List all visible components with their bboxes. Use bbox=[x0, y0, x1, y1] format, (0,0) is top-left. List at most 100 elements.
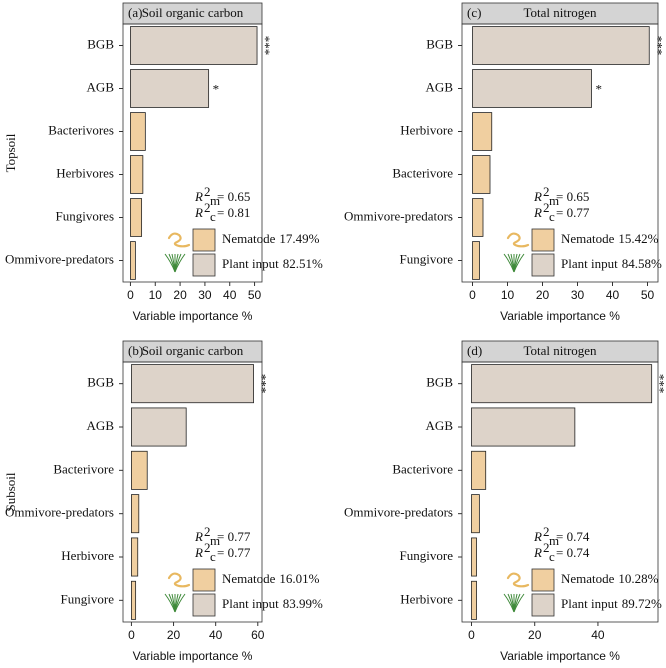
x-tick-label: 40 bbox=[209, 628, 223, 642]
r2-symbol: R bbox=[533, 529, 542, 544]
legend-share: 17.49% bbox=[279, 231, 319, 246]
bar bbox=[131, 407, 187, 447]
bar bbox=[472, 26, 650, 65]
r2-symbol: R bbox=[533, 189, 542, 204]
x-axis-title: Variable importance % bbox=[133, 309, 253, 323]
legend-swatch bbox=[192, 593, 216, 617]
legend-share: 16.01% bbox=[279, 571, 319, 586]
r2-value: = 0.74 bbox=[556, 529, 590, 544]
r2-symbol: R bbox=[194, 189, 203, 204]
bar bbox=[471, 364, 653, 404]
x-tick-label: 20 bbox=[528, 628, 542, 642]
legend-swatch bbox=[531, 568, 555, 592]
grass-icon bbox=[513, 253, 525, 273]
r2-sup: 2 bbox=[543, 200, 550, 215]
x-tick-label: 20 bbox=[173, 288, 187, 302]
r2-sub: m bbox=[549, 533, 559, 548]
plot-frame bbox=[461, 23, 659, 283]
category-label: Fungivores bbox=[56, 208, 115, 223]
legend-name: Plant input bbox=[222, 256, 279, 271]
r2-sub: c bbox=[210, 209, 216, 224]
legend-swatch bbox=[192, 253, 216, 277]
bar bbox=[130, 26, 258, 65]
significance: *** bbox=[255, 374, 270, 394]
legend-name: Nematode bbox=[222, 231, 276, 246]
bar bbox=[472, 112, 493, 151]
category-label: Ommivore-predators bbox=[344, 505, 453, 520]
r2-sup: 2 bbox=[543, 540, 550, 555]
category-label: BGB bbox=[426, 36, 453, 51]
significance: * bbox=[213, 81, 220, 96]
r2-value: = 0.65 bbox=[217, 189, 250, 204]
legend-name: Nematode bbox=[222, 571, 276, 586]
category-label: Herbivore bbox=[400, 122, 453, 137]
r2-sup: 2 bbox=[543, 524, 550, 539]
r2-sub: c bbox=[549, 209, 555, 224]
category-label: Herbivore bbox=[400, 591, 453, 606]
legend-swatch bbox=[531, 593, 555, 617]
row-label: Topsoil bbox=[3, 133, 18, 172]
panel-letter: (d) bbox=[467, 343, 482, 358]
category-label: Fungivore bbox=[400, 548, 454, 563]
category-label: Bacterivore bbox=[53, 461, 114, 476]
x-tick-label: 30 bbox=[198, 288, 212, 302]
bar bbox=[130, 69, 210, 108]
legend-swatch bbox=[192, 568, 216, 592]
bar bbox=[131, 580, 137, 620]
x-tick-label: 50 bbox=[641, 288, 655, 302]
r2-sub: m bbox=[210, 533, 220, 548]
r2-symbol: R bbox=[533, 205, 542, 220]
panel-title: Total nitrogen bbox=[523, 343, 597, 358]
x-tick-label: 10 bbox=[149, 288, 163, 302]
x-tick-label: 60 bbox=[251, 628, 265, 642]
bar bbox=[471, 580, 477, 620]
x-tick-label: 20 bbox=[167, 628, 181, 642]
r2-sup: 2 bbox=[204, 184, 211, 199]
nematode-icon bbox=[506, 572, 530, 588]
x-tick-label: 30 bbox=[571, 288, 585, 302]
r2-sub: m bbox=[549, 193, 559, 208]
nematode-icon bbox=[506, 232, 530, 248]
bar bbox=[471, 494, 480, 534]
category-label: Fungivore bbox=[61, 591, 115, 606]
x-tick-label: 0 bbox=[468, 628, 475, 642]
significance: *** bbox=[258, 36, 273, 56]
bar bbox=[131, 537, 139, 577]
bar bbox=[131, 450, 148, 490]
x-axis-title: Variable importance % bbox=[500, 309, 620, 323]
x-tick-label: 20 bbox=[536, 288, 550, 302]
legend-share: 10.28% bbox=[618, 571, 658, 586]
r2-sup: 2 bbox=[204, 540, 211, 555]
x-axis-title: Variable importance % bbox=[133, 649, 253, 663]
r2-value: = 0.81 bbox=[217, 205, 250, 220]
legend-share: 82.51% bbox=[283, 256, 323, 271]
category-label: AGB bbox=[87, 79, 115, 94]
legend-share: 83.99% bbox=[283, 596, 323, 611]
legend-name: Nematode bbox=[561, 231, 615, 246]
category-label: Herbivore bbox=[61, 548, 114, 563]
significance: *** bbox=[653, 374, 666, 394]
bar bbox=[131, 494, 140, 534]
r2-value: = 0.65 bbox=[556, 189, 589, 204]
r2-value: = 0.77 bbox=[217, 529, 251, 544]
r2-value: = 0.74 bbox=[556, 545, 590, 560]
category-label: Ommivore-predators bbox=[5, 251, 114, 266]
bar bbox=[472, 155, 491, 194]
r2-symbol: R bbox=[194, 545, 203, 560]
category-label: Fungivore bbox=[400, 251, 454, 266]
x-tick-label: 40 bbox=[223, 288, 237, 302]
panel-title: Soil organic carbon bbox=[142, 343, 244, 358]
category-label: BGB bbox=[87, 375, 114, 390]
category-label: BGB bbox=[426, 375, 453, 390]
grass-icon bbox=[174, 593, 186, 613]
bar bbox=[130, 112, 146, 151]
bar bbox=[130, 241, 136, 280]
legend-share: 15.42% bbox=[618, 231, 658, 246]
panel-title: Soil organic carbon bbox=[142, 5, 244, 20]
x-tick-label: 40 bbox=[591, 628, 605, 642]
nematode-icon bbox=[167, 572, 191, 588]
legend-share: 89.72% bbox=[622, 596, 662, 611]
r2-sup: 2 bbox=[204, 524, 211, 539]
x-tick-label: 10 bbox=[501, 288, 515, 302]
